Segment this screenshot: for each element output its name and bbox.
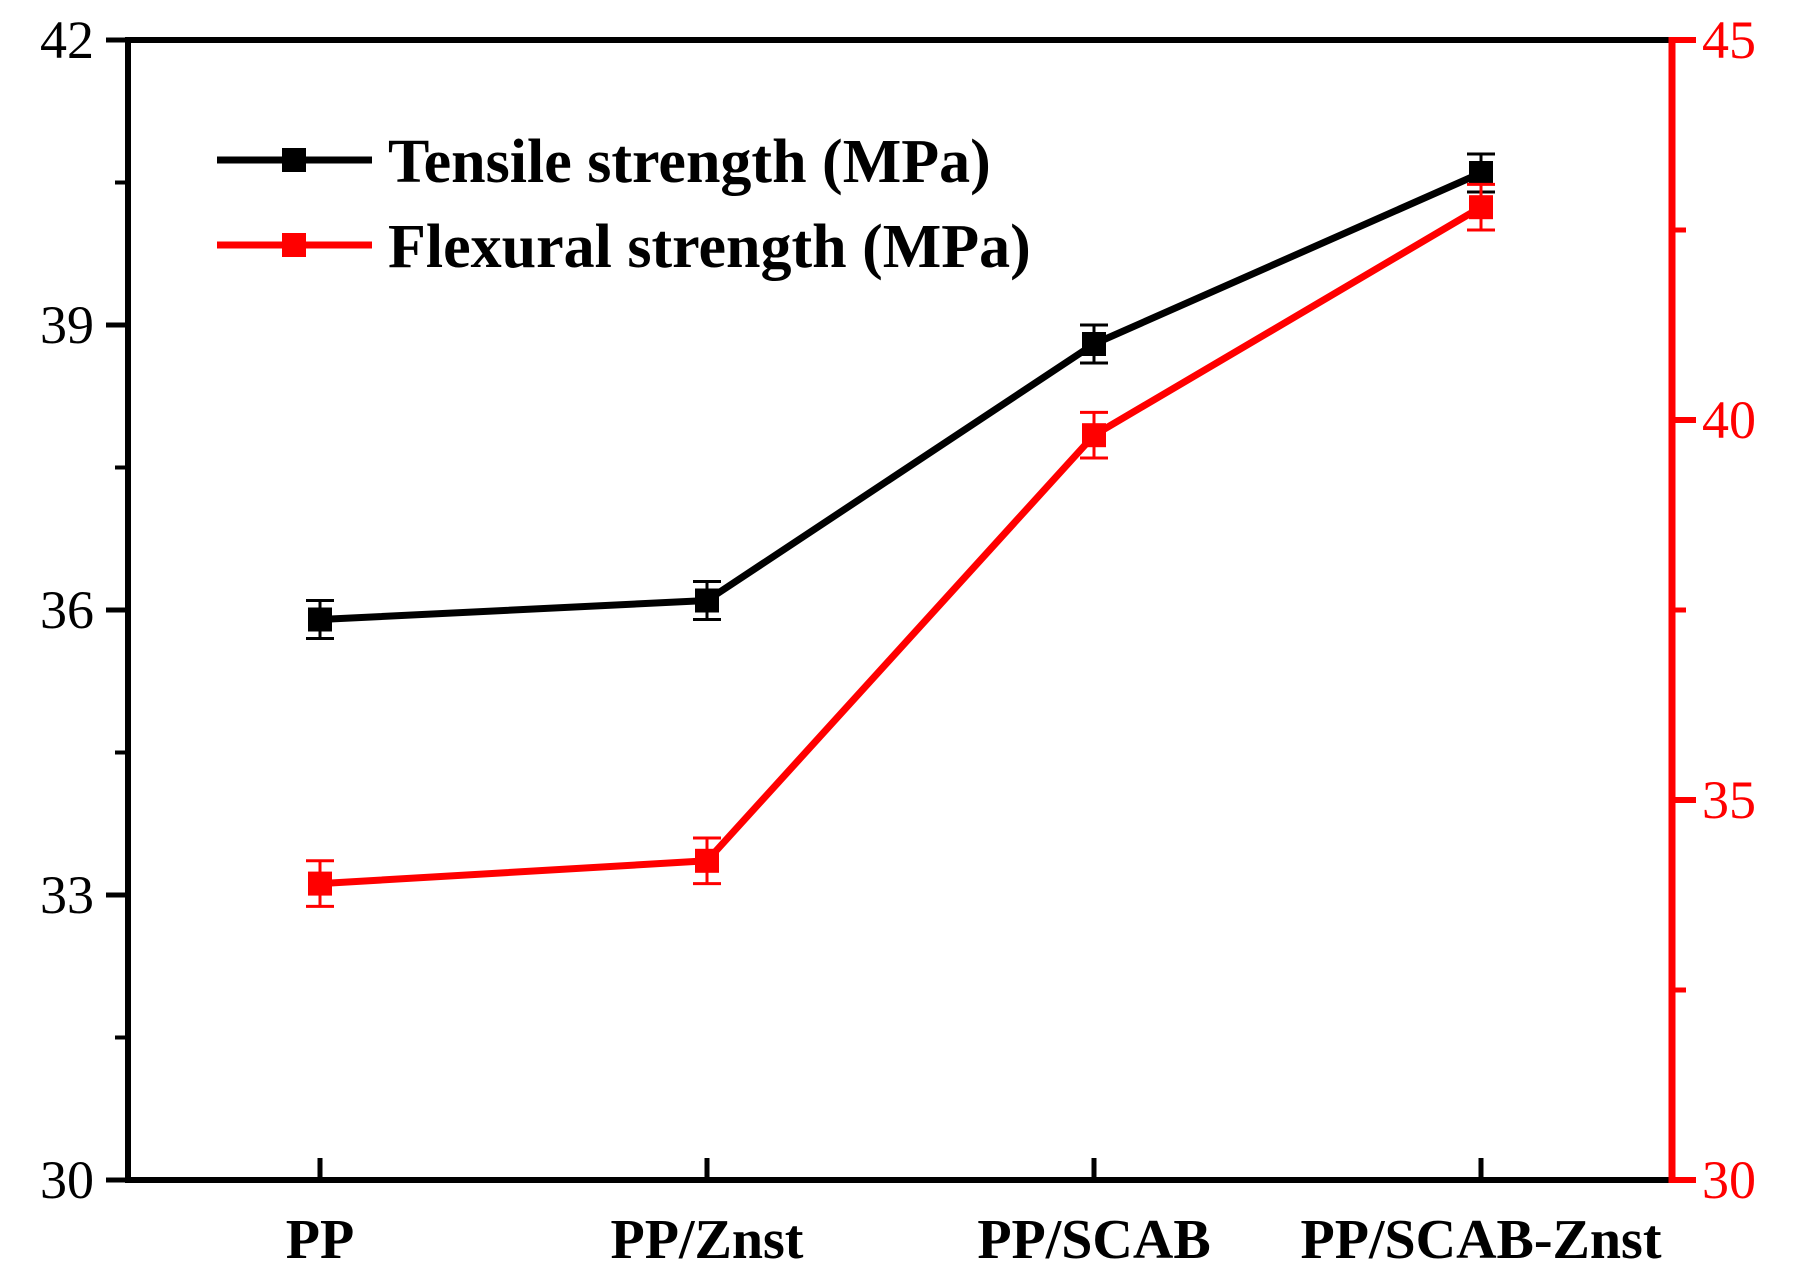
left-tick-label: 36 — [40, 580, 94, 640]
data-point — [1082, 423, 1106, 448]
legend-label: Flexural strength (MPa) — [388, 213, 1031, 281]
data-point — [1469, 195, 1493, 220]
left-tick-label: 30 — [40, 1150, 94, 1210]
x-category-label: PP — [286, 1209, 354, 1271]
left-tick-label: 42 — [40, 10, 94, 70]
legend-entry: Tensile strength (MPa) — [217, 128, 991, 196]
axes: 30 33 36 39 42 30 35 40 45 PP PP/Znst PP/SCAB PP/SCA… — [40, 10, 1756, 1271]
legend-marker — [282, 233, 306, 257]
legend-label: Tensile strength (MPa) — [388, 128, 991, 196]
right-tick-label: 45 — [1702, 10, 1756, 70]
series-2 — [306, 182, 1495, 908]
left-tick-label: 33 — [40, 865, 94, 925]
left-tick-label: 39 — [40, 295, 94, 355]
series-layer — [306, 152, 1495, 908]
series-line — [319, 204, 1483, 888]
legend-entry: Flexural strength (MPa) — [217, 213, 1031, 281]
data-point — [308, 607, 332, 632]
series-1 — [306, 152, 1495, 640]
data-point — [1469, 161, 1493, 185]
right-tick-label: 30 — [1702, 1150, 1756, 1210]
right-tick-label: 40 — [1702, 390, 1756, 450]
x-category-label: PP/SCAB — [977, 1209, 1210, 1271]
right-tick-label: 35 — [1702, 770, 1756, 830]
legend: Tensile strength (MPa) Flexural strength … — [217, 128, 1031, 281]
data-point — [695, 588, 719, 613]
data-point — [1082, 332, 1106, 356]
data-point — [308, 871, 332, 896]
legend-marker — [282, 148, 306, 172]
data-point — [695, 848, 719, 873]
x-category-label: PP/Znst — [611, 1209, 804, 1271]
series-line — [319, 169, 1483, 623]
x-category-label: PP/SCAB-Znst — [1301, 1209, 1662, 1271]
